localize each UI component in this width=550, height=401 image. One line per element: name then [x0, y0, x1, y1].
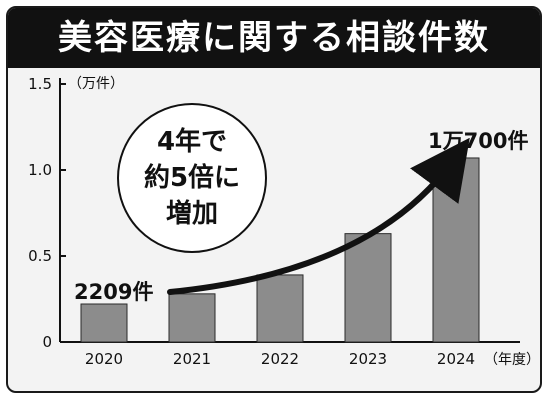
x-tick-label: 2023	[349, 350, 387, 368]
y-tick-label: 0	[42, 333, 52, 351]
y-unit-label: （万件）	[68, 76, 124, 92]
callout-text: 増加	[166, 199, 218, 229]
growth-arrow	[167, 137, 470, 296]
callout-circle	[117, 103, 267, 253]
x-tick-label: 2024	[437, 350, 475, 368]
y-tick-label: 1.5	[28, 75, 52, 93]
bar-2022	[256, 274, 304, 343]
callout-text: 4年で	[157, 126, 227, 157]
x-unit-label: （年度）	[484, 352, 540, 368]
y-tick-label: 0.5	[28, 247, 52, 265]
y-tick-label: 1.0	[28, 161, 52, 179]
bar-2024	[432, 157, 480, 343]
bar-2021	[168, 293, 216, 343]
first-value-label: 2209件	[74, 280, 153, 304]
bar-2023	[344, 233, 392, 343]
x-tick-label: 2021	[173, 350, 211, 368]
last-value-label: 1万700件	[428, 129, 528, 153]
bar-2020	[80, 303, 128, 343]
x-tick-label: 2022	[261, 350, 299, 368]
x-tick-label: 2020	[85, 350, 123, 368]
callout-text: 約5倍に	[144, 162, 240, 193]
chart-title: 美容医療に関する相談件数	[8, 8, 540, 68]
